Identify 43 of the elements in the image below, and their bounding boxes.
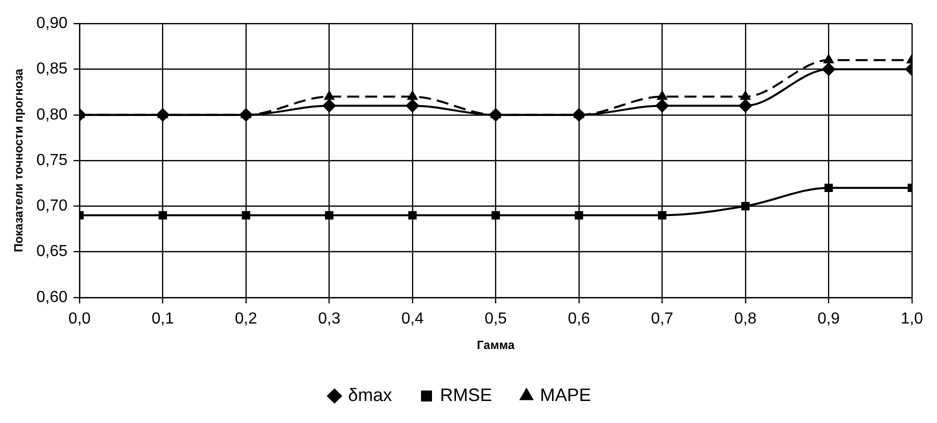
point	[822, 62, 836, 76]
point	[574, 211, 584, 220]
legend-label: MAPE	[540, 384, 592, 405]
point	[408, 91, 418, 100]
x-tick-label: 0,0	[68, 310, 91, 328]
y-tick-label: 0,80	[36, 106, 68, 124]
point	[656, 99, 669, 112]
point	[658, 211, 666, 220]
point	[740, 91, 750, 100]
point	[824, 184, 833, 192]
x-tick-label: 0,9	[818, 310, 840, 328]
point	[325, 211, 334, 220]
legend-label: δmax	[348, 384, 392, 405]
y-tick-label: 0,90	[36, 15, 68, 32]
point	[406, 99, 419, 112]
point	[492, 211, 500, 220]
x-tick-label: 0,8	[734, 310, 757, 328]
y-tick-label: 0,85	[36, 60, 68, 78]
x-tick-label: 0,2	[234, 310, 258, 328]
x-tick-label: 0,7	[651, 310, 674, 328]
point	[572, 108, 586, 122]
x-axis-title: Гамма	[476, 338, 515, 352]
point	[657, 91, 668, 100]
x-tick-label: 0,1	[152, 310, 174, 328]
y-axis-title: Показатели точности прогноза	[12, 68, 26, 252]
point	[824, 54, 834, 64]
x-tick-label: 0,4	[401, 310, 424, 328]
y-tick-label: 0,75	[36, 152, 68, 169]
point	[242, 211, 250, 220]
x-tick-label: 0,6	[568, 310, 590, 328]
x-tick-label: 1,0	[900, 310, 924, 328]
x-tick-label: 0,5	[484, 310, 507, 328]
point	[158, 211, 167, 220]
point	[324, 91, 334, 100]
point	[322, 99, 336, 112]
point	[741, 202, 750, 210]
y-tick-label: 0,70	[36, 198, 68, 215]
y-tick-label: 0,65	[36, 243, 68, 260]
y-tick-label: 0,60	[36, 288, 68, 306]
legend-label: RMSE	[440, 384, 492, 405]
x-tick-label: 0,3	[318, 310, 340, 328]
point	[408, 211, 417, 220]
point	[738, 99, 752, 112]
